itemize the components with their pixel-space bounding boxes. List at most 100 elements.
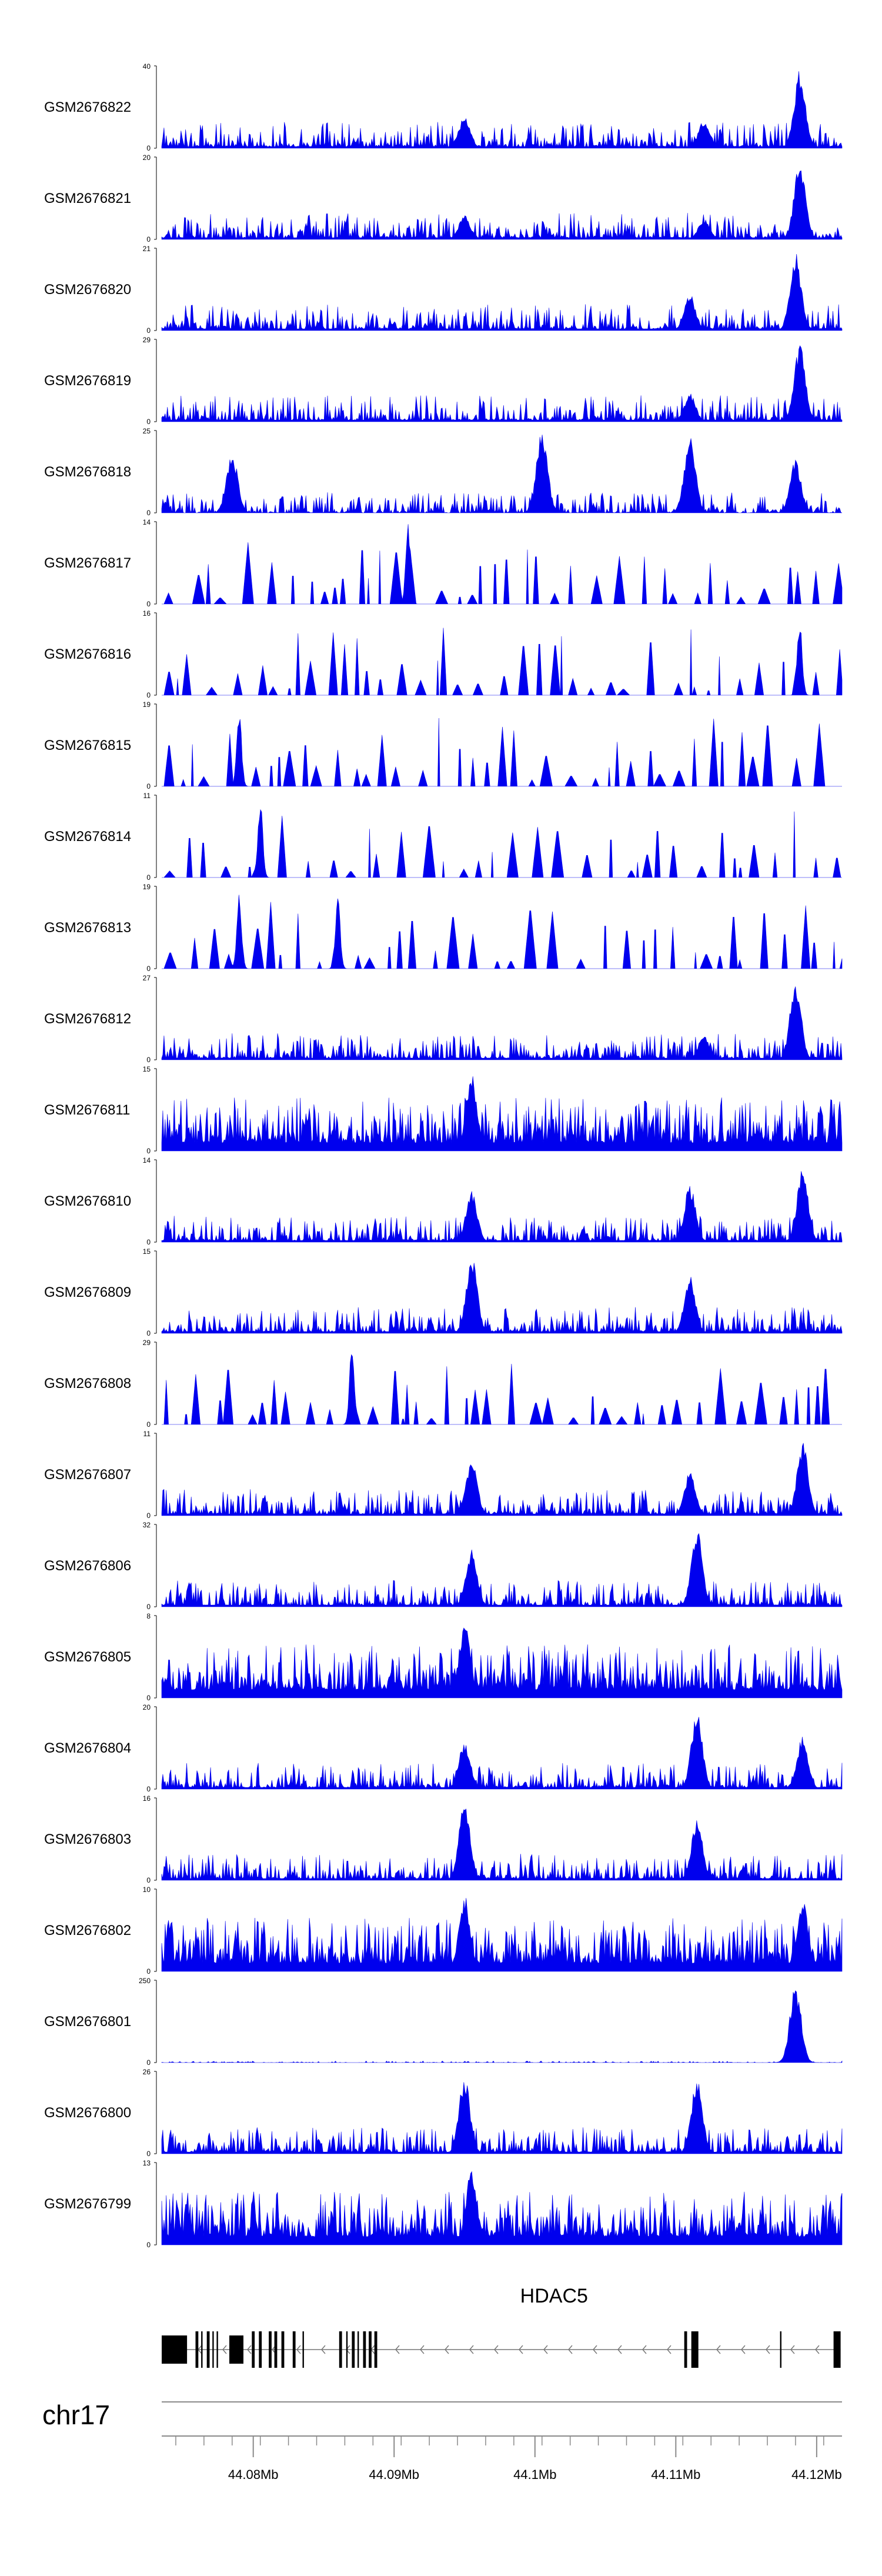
track-label: GSM2676804: [44, 1740, 131, 1756]
y-max-label: 21: [143, 245, 151, 253]
gene-exon: [374, 2331, 377, 2368]
track-GSM2676819: GSM2676819 29 0: [44, 336, 843, 426]
gene-exon: [833, 2331, 841, 2368]
gene-exon: [162, 2335, 188, 2364]
coverage-area: [161, 1627, 843, 1699]
track-GSM2676801: GSM2676801 250 0: [44, 1977, 843, 2067]
y-min-label: 0: [146, 691, 151, 699]
track-label: GSM2676821: [44, 191, 131, 206]
coverage-area: [161, 1533, 843, 1607]
gene-exon: [201, 2331, 203, 2368]
y-max-label: 16: [143, 609, 151, 618]
coverage-area: [161, 2171, 843, 2245]
track-label: GSM2676814: [44, 829, 131, 845]
axis-tick-label: 44.12Mb: [791, 2467, 842, 2482]
coverage-area: [162, 718, 842, 787]
track-GSM2676799: GSM2676799 13 0: [44, 2159, 843, 2249]
y-min-label: 0: [146, 1056, 151, 1064]
y-min-label: 0: [146, 418, 151, 426]
y-min-label: 0: [146, 144, 151, 152]
axis-tick-label: 44.1Mb: [513, 2467, 556, 2482]
track-label: GSM2676812: [44, 1011, 131, 1027]
y-max-label: 11: [143, 1430, 151, 1438]
coverage-area: [161, 253, 843, 331]
track-GSM2676815: GSM2676815 19 0: [44, 700, 842, 790]
gene-exon: [292, 2331, 296, 2368]
y-min-label: 0: [146, 873, 151, 882]
y-max-label: 29: [143, 336, 151, 344]
gene-exon: [206, 2331, 210, 2368]
coverage-area: [162, 809, 842, 878]
y-min-label: 0: [146, 1694, 151, 1702]
y-min-label: 0: [146, 1329, 151, 1337]
y-min-label: 0: [146, 326, 151, 335]
track-GSM2676804: GSM2676804 20 0: [44, 1703, 843, 1793]
strand-chevron: [519, 2345, 523, 2354]
y-max-label: 25: [143, 427, 151, 435]
y-min-label: 0: [146, 2058, 151, 2067]
y-max-label: 13: [143, 2159, 151, 2167]
strand-chevron: [222, 2345, 227, 2354]
y-min-label: 0: [146, 2241, 151, 2249]
strand-chevron: [593, 2345, 597, 2354]
gene-exon: [259, 2331, 262, 2368]
y-min-label: 0: [146, 782, 151, 790]
coverage-area: [161, 71, 843, 149]
strand-chevron: [395, 2345, 400, 2354]
gene-exon: [369, 2331, 372, 2368]
strand-chevron: [642, 2345, 647, 2354]
axis-group: chr17 44.08Mb 44.09Mb 44.1Mb 44.11Mb 44.12Mb: [42, 2400, 842, 2482]
coverage-area: [161, 1808, 843, 1881]
axis-tick-label: 44.09Mb: [369, 2467, 419, 2482]
coverage-area: [161, 1717, 843, 1790]
strand-chevron: [741, 2345, 746, 2354]
coverage-area: [161, 171, 843, 240]
y-max-label: 29: [143, 1339, 151, 1347]
coverage-area: [162, 1354, 842, 1425]
axis-tick-label: 44.11Mb: [651, 2467, 700, 2482]
track-GSM2676810: GSM2676810 14 0: [44, 1156, 843, 1246]
gene-exon: [212, 2331, 214, 2368]
y-min-label: 0: [146, 2150, 151, 2158]
gene-exon: [684, 2331, 687, 2368]
gene-exon: [358, 2331, 359, 2368]
coverage-area: [161, 1898, 843, 1972]
strand-chevron: [494, 2345, 499, 2354]
strand-chevron: [543, 2345, 548, 2354]
track-label: GSM2676808: [44, 1376, 131, 1392]
strand-chevron: [716, 2345, 721, 2354]
y-max-label: 10: [143, 1886, 151, 1894]
coverage-area: [162, 524, 843, 605]
gene-exon: [252, 2331, 255, 2368]
gene-exon: [780, 2331, 781, 2368]
y-max-label: 20: [143, 1703, 151, 1711]
y-min-label: 0: [146, 1238, 151, 1246]
gene-name-label: HDAC5: [520, 2285, 588, 2307]
track-GSM2676803: GSM2676803 16 0: [44, 1794, 843, 1884]
gene-exon: [691, 2331, 699, 2368]
coverage-area: [161, 1171, 843, 1243]
track-label: GSM2676803: [44, 1831, 131, 1847]
axis-tick-label: 44.08Mb: [228, 2467, 279, 2482]
y-max-label: 26: [143, 2068, 151, 2076]
track-label: GSM2676799: [44, 2196, 131, 2212]
y-min-label: 0: [146, 1603, 151, 1611]
coverage-area: [161, 1076, 843, 1152]
y-max-label: 19: [143, 883, 151, 891]
y-max-label: 16: [143, 1794, 151, 1803]
y-max-label: 14: [143, 518, 151, 526]
gene-exon: [195, 2331, 199, 2368]
strand-chevron: [568, 2345, 573, 2354]
track-GSM2676811: GSM2676811 15 0: [44, 1065, 843, 1155]
track-label: GSM2676813: [44, 920, 131, 936]
y-max-label: 27: [143, 974, 151, 982]
y-max-label: 11: [143, 792, 151, 800]
y-max-label: 32: [143, 1521, 151, 1529]
track-GSM2676809: GSM2676809 15 0: [44, 1247, 843, 1337]
y-min-label: 0: [146, 965, 151, 973]
track-label: GSM2676815: [44, 738, 131, 753]
track-GSM2676814: GSM2676814 11 0: [44, 792, 842, 882]
strand-chevron: [766, 2345, 770, 2354]
track-GSM2676818: GSM2676818 25 0: [44, 427, 843, 517]
